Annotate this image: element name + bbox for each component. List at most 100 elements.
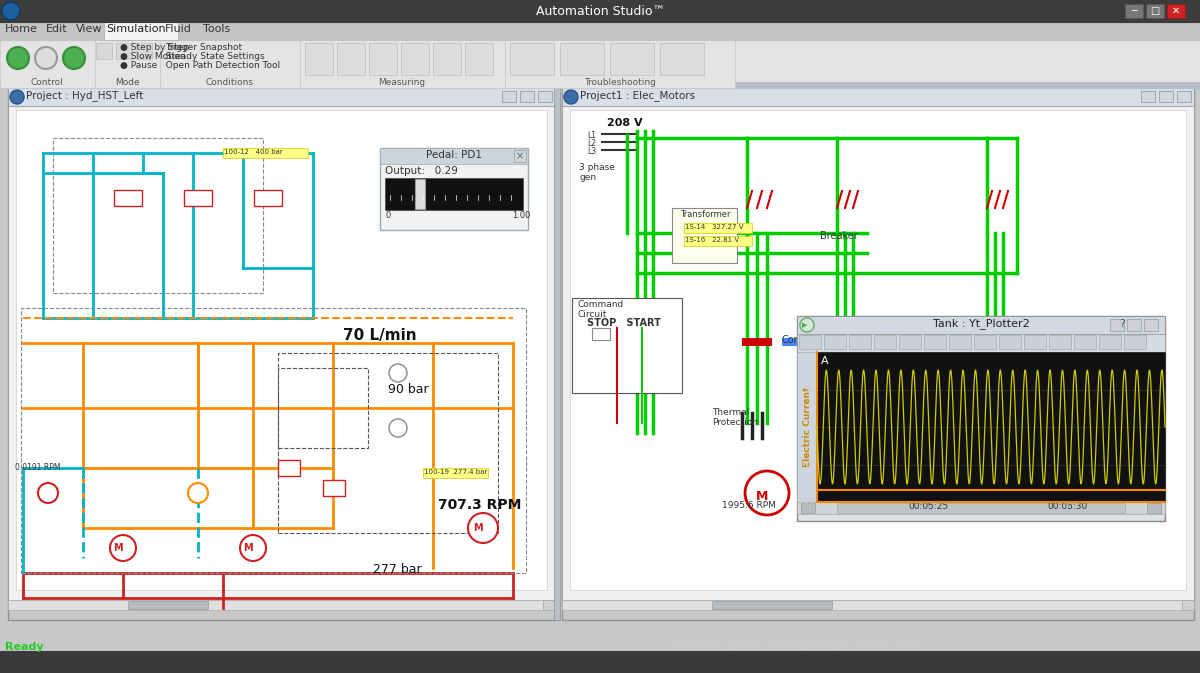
Text: Breaker: Breaker	[820, 231, 858, 241]
Bar	[1144, 319, 1158, 331]
Bar	[22, 308, 526, 573]
Bar	[660, 43, 704, 75]
Text: 90 bar: 90 bar	[388, 383, 428, 396]
Text: ● Step by Step: ● Step by Step	[120, 43, 190, 52]
Text: Electric Current: Electric Current	[803, 387, 811, 467]
Text: 100-19  277.4 bar: 100-19 277.4 bar	[424, 469, 487, 475]
Bar	[874, 335, 896, 349]
Bar	[610, 43, 654, 75]
Bar	[380, 148, 528, 164]
Text: Measuring: Measuring	[378, 78, 426, 87]
Bar	[415, 179, 425, 209]
Text: Tools: Tools	[203, 24, 230, 34]
Text: Thermal
Protection: Thermal Protection	[712, 408, 758, 427]
Text: 100-12   400 bar: 100-12 400 bar	[224, 149, 283, 155]
Bar	[982, 338, 1012, 346]
Bar	[817, 352, 1165, 502]
Bar	[505, 40, 734, 88]
Bar	[370, 43, 397, 75]
Bar	[872, 338, 892, 346]
Text: □: □	[1151, 6, 1159, 16]
Bar	[323, 480, 346, 496]
Bar	[433, 43, 461, 75]
Text: M: M	[244, 543, 253, 553]
Bar	[114, 190, 142, 206]
Text: -50: -50	[800, 460, 815, 470]
Bar	[924, 335, 946, 349]
Circle shape	[10, 90, 24, 104]
Text: M: M	[756, 490, 768, 503]
Bar	[16, 110, 547, 590]
Bar	[96, 43, 112, 59]
Bar	[24, 3, 204, 19]
Text: Command
Circuit: Command Circuit	[577, 300, 623, 320]
Bar	[562, 600, 1182, 610]
Bar	[0, 40, 95, 88]
Circle shape	[745, 471, 790, 515]
Text: ● Slow Motion: ● Slow Motion	[120, 52, 186, 61]
Text: 3 phase
gen: 3 phase gen	[580, 163, 614, 182]
Text: Home: Home	[5, 24, 38, 34]
Circle shape	[64, 47, 85, 69]
Circle shape	[7, 47, 29, 69]
Bar	[802, 503, 815, 513]
Text: L3: L3	[587, 147, 596, 156]
Text: 50: 50	[804, 386, 815, 394]
Bar	[684, 223, 752, 233]
Bar	[562, 88, 1194, 106]
Bar	[1124, 335, 1146, 349]
Text: 00:05:25: 00:05:25	[908, 502, 948, 511]
Text: Troubleshooting: Troubleshooting	[584, 78, 656, 87]
Bar	[1110, 319, 1124, 331]
Bar	[797, 502, 1165, 514]
Bar	[797, 352, 817, 502]
Text: Project : Hyd_HST_Left: Project : Hyd_HST_Left	[26, 90, 143, 101]
Bar	[466, 43, 493, 75]
Text: Control: Control	[31, 78, 64, 87]
Text: 1.00: 1.00	[512, 211, 530, 220]
Text: Steady State Settings: Steady State Settings	[160, 52, 265, 61]
Bar	[782, 338, 802, 346]
Text: Open Path Detection Tool: Open Path Detection Tool	[160, 61, 280, 70]
Circle shape	[110, 535, 136, 561]
Bar	[223, 148, 308, 158]
Bar	[850, 335, 871, 349]
Bar	[0, 0, 1200, 22]
Text: ?: ?	[1120, 319, 1124, 329]
Text: Fluid: Fluid	[166, 24, 192, 34]
Bar	[8, 88, 554, 620]
Text: 00:05:30: 00:05:30	[1048, 502, 1087, 511]
Bar	[1049, 335, 1072, 349]
Text: L1: L1	[587, 131, 596, 140]
Text: Simulation: Simulation	[106, 24, 166, 34]
Bar	[797, 316, 1165, 521]
Text: View: View	[76, 24, 102, 34]
Bar	[799, 335, 821, 349]
Text: Transformer: Transformer	[679, 210, 731, 219]
Bar	[1159, 91, 1174, 102]
Bar	[8, 106, 554, 600]
Text: Mode: Mode	[115, 78, 139, 87]
Bar	[562, 88, 1194, 620]
Bar	[1024, 335, 1046, 349]
Bar	[184, 190, 212, 206]
Circle shape	[188, 483, 208, 503]
Text: 277 bar: 277 bar	[373, 563, 421, 576]
Text: ×: ×	[516, 151, 524, 161]
Bar	[278, 368, 368, 448]
Bar	[0, 82, 1200, 88]
Bar	[1127, 319, 1141, 331]
Bar	[0, 40, 1200, 88]
Text: Contact: Contact	[782, 335, 820, 345]
Bar	[1074, 335, 1096, 349]
Bar	[949, 335, 971, 349]
Bar	[542, 600, 554, 610]
Circle shape	[800, 318, 814, 332]
Text: 1S-14   327.27 V: 1S-14 327.27 V	[685, 224, 744, 230]
Bar	[510, 43, 554, 75]
Text: Project1 : Elec_Motors: Project1 : Elec_Motors	[580, 90, 695, 101]
Bar	[401, 43, 430, 75]
Text: 1995.6 RPM: 1995.6 RPM	[722, 501, 776, 510]
Bar	[385, 178, 523, 210]
Bar	[424, 468, 488, 478]
